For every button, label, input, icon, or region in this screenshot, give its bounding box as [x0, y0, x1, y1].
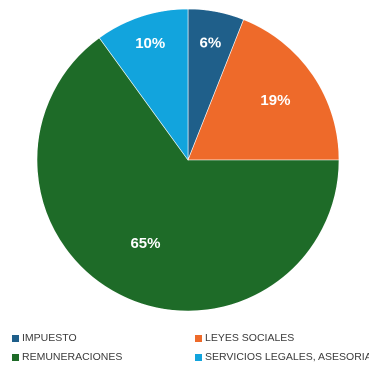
data-label-impuesto: 6%	[200, 34, 222, 51]
legend-swatch-servicios-legales	[195, 353, 202, 361]
legend-item-impuesto: IMPUESTO	[12, 332, 77, 344]
legend-label-servicios-legales: SERVICIOS LEGALES, ASESORIAS	[205, 351, 369, 363]
legend-label-remuneraciones: REMUNERACIONES	[22, 351, 123, 363]
legend-label-leyes-sociales: LEYES SOCIALES	[205, 332, 295, 344]
data-label-servicios-legales: 10%	[135, 35, 165, 52]
data-label-remuneraciones: 65%	[130, 235, 160, 252]
pie-slice-remuneraciones	[36, 37, 340, 312]
pie-slice-leyes-sociales	[187, 19, 340, 161]
legend-item-leyes-sociales: LEYES SOCIALES	[195, 332, 294, 344]
pie-slice-servicios-legales	[98, 8, 189, 161]
legend-swatch-impuesto	[12, 334, 19, 342]
legend-swatch-remuneraciones	[12, 353, 19, 361]
legend-swatch-leyes-sociales	[195, 334, 202, 342]
data-label-leyes-sociales: 19%	[260, 92, 290, 109]
legend-item-servicios-legales: SERVICIOS LEGALES, ASESORIAS	[195, 351, 369, 363]
legend-label-impuesto: IMPUESTO	[22, 332, 77, 344]
legend-item-remuneraciones: REMUNERACIONES	[12, 351, 122, 363]
chart-legend: IMPUESTO LEYES SOCIALES REMUNERACIONES S…	[0, 326, 369, 367]
